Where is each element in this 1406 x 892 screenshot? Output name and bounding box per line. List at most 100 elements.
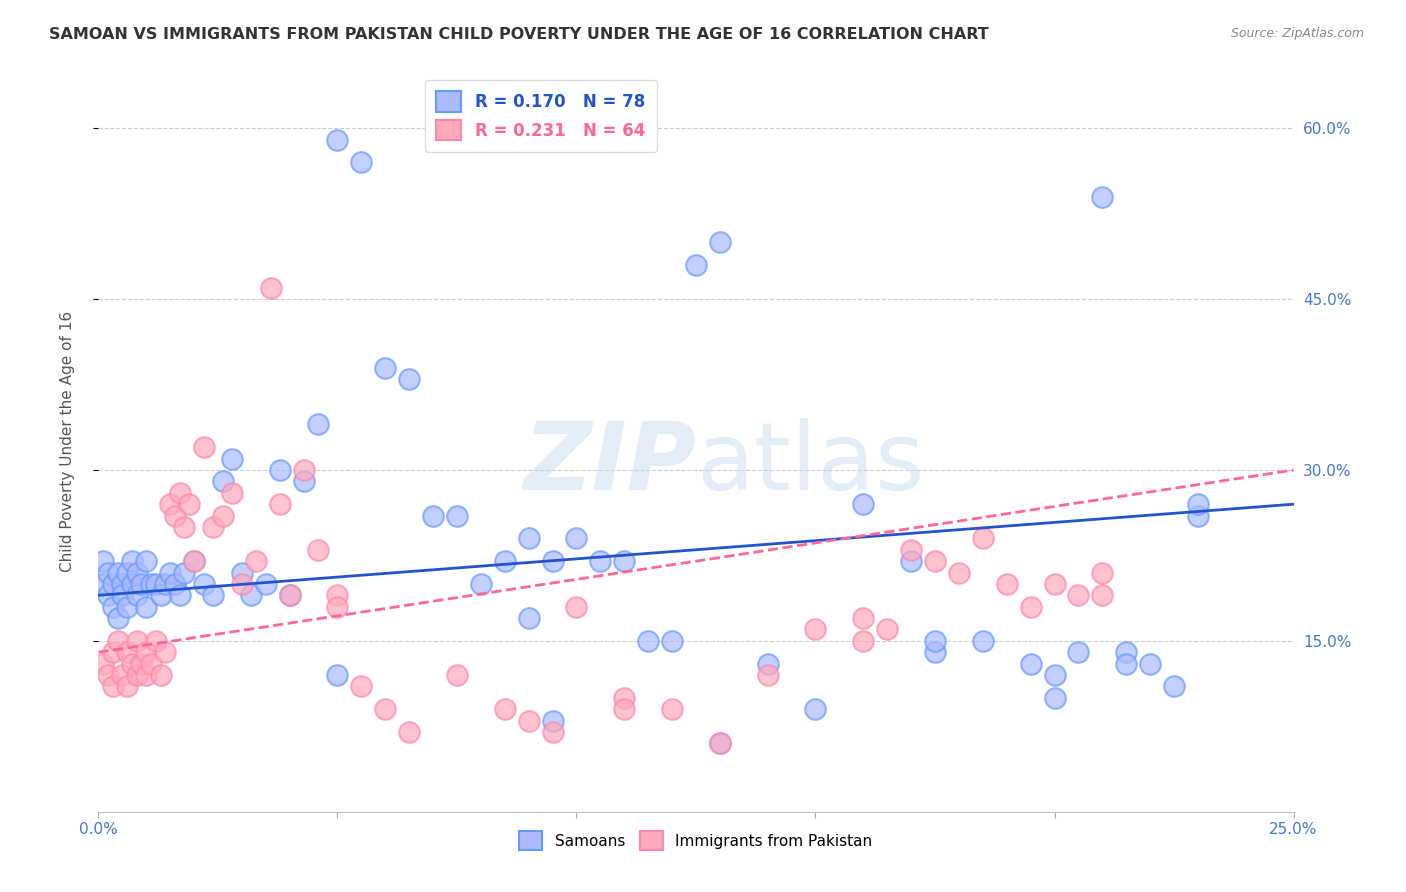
Point — [565, 599, 588, 614]
Point — [924, 554, 946, 568]
Point — [398, 372, 420, 386]
Point — [637, 633, 659, 648]
Point — [1115, 657, 1137, 671]
Text: atlas: atlas — [696, 417, 924, 509]
Point — [173, 520, 195, 534]
Point — [202, 588, 225, 602]
Point — [374, 702, 396, 716]
Point — [121, 554, 143, 568]
Point — [924, 645, 946, 659]
Point — [852, 497, 875, 511]
Point — [350, 155, 373, 169]
Point — [1139, 657, 1161, 671]
Point — [613, 690, 636, 705]
Point — [135, 645, 157, 659]
Point — [101, 680, 124, 694]
Point — [494, 554, 516, 568]
Point — [292, 463, 315, 477]
Point — [115, 645, 138, 659]
Point — [159, 566, 181, 580]
Point — [135, 599, 157, 614]
Point — [541, 554, 564, 568]
Point — [111, 577, 134, 591]
Point — [852, 633, 875, 648]
Point — [422, 508, 444, 523]
Point — [183, 554, 205, 568]
Point — [254, 577, 277, 591]
Point — [97, 588, 120, 602]
Legend: Samoans, Immigrants from Pakistan: Samoans, Immigrants from Pakistan — [513, 825, 879, 856]
Point — [107, 633, 129, 648]
Point — [900, 554, 922, 568]
Point — [1163, 680, 1185, 694]
Point — [240, 588, 263, 602]
Point — [1091, 566, 1114, 580]
Point — [135, 668, 157, 682]
Point — [97, 668, 120, 682]
Point — [1187, 497, 1209, 511]
Point — [139, 577, 162, 591]
Point — [661, 702, 683, 716]
Point — [1067, 645, 1090, 659]
Point — [900, 542, 922, 557]
Point — [221, 451, 243, 466]
Point — [374, 360, 396, 375]
Point — [111, 588, 134, 602]
Point — [269, 463, 291, 477]
Point — [115, 680, 138, 694]
Point — [1091, 189, 1114, 203]
Point — [121, 577, 143, 591]
Point — [1091, 588, 1114, 602]
Point — [517, 714, 540, 728]
Point — [211, 508, 233, 523]
Point — [948, 566, 970, 580]
Point — [97, 566, 120, 580]
Point — [91, 577, 114, 591]
Point — [115, 566, 138, 580]
Point — [756, 657, 779, 671]
Point — [101, 599, 124, 614]
Point — [101, 645, 124, 659]
Point — [613, 554, 636, 568]
Point — [221, 485, 243, 500]
Point — [1043, 577, 1066, 591]
Point — [292, 475, 315, 489]
Point — [202, 520, 225, 534]
Point — [685, 258, 707, 272]
Point — [231, 577, 253, 591]
Point — [183, 554, 205, 568]
Point — [804, 702, 827, 716]
Point — [446, 668, 468, 682]
Point — [173, 566, 195, 580]
Point — [125, 668, 148, 682]
Point — [541, 714, 564, 728]
Point — [91, 554, 114, 568]
Point — [1115, 645, 1137, 659]
Point — [494, 702, 516, 716]
Point — [231, 566, 253, 580]
Text: Source: ZipAtlas.com: Source: ZipAtlas.com — [1230, 27, 1364, 40]
Y-axis label: Child Poverty Under the Age of 16: Child Poverty Under the Age of 16 — [60, 311, 75, 572]
Point — [307, 417, 329, 432]
Point — [326, 133, 349, 147]
Point — [1043, 690, 1066, 705]
Point — [193, 440, 215, 454]
Point — [125, 633, 148, 648]
Point — [278, 588, 301, 602]
Point — [756, 668, 779, 682]
Point — [145, 577, 167, 591]
Point — [115, 599, 138, 614]
Point — [111, 668, 134, 682]
Point — [307, 542, 329, 557]
Point — [125, 566, 148, 580]
Point — [169, 485, 191, 500]
Point — [709, 235, 731, 250]
Point — [972, 633, 994, 648]
Point — [1019, 599, 1042, 614]
Point — [541, 725, 564, 739]
Point — [149, 588, 172, 602]
Point — [121, 657, 143, 671]
Point — [101, 577, 124, 591]
Point — [1019, 657, 1042, 671]
Point — [169, 588, 191, 602]
